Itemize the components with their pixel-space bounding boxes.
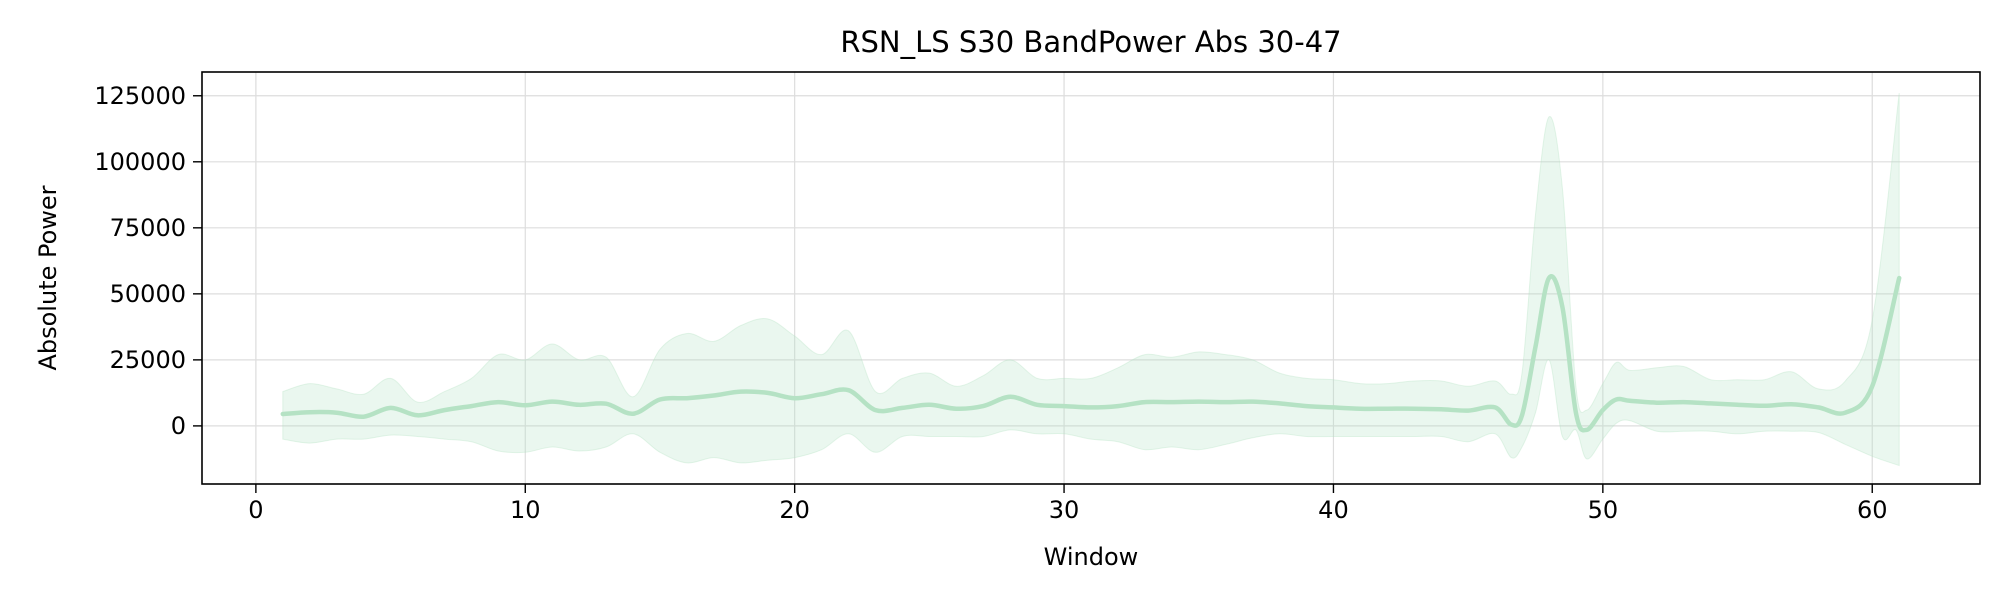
plot-frame [201, 71, 1981, 485]
x-axis-title: Window [1044, 543, 1139, 571]
x-tick-label: 20 [779, 496, 810, 524]
x-tick-label: 10 [510, 496, 541, 524]
line-layer [280, 274, 1902, 433]
x-tick-label: 60 [1857, 496, 1888, 524]
band-layer [282, 93, 1900, 467]
x-tick-label: 50 [1588, 496, 1619, 524]
confidence-band [282, 93, 1900, 467]
y-tick-label: 25000 [110, 346, 186, 374]
chart-title: RSN_LS S30 BandPower Abs 30-47 [840, 25, 1341, 59]
y-tick-label: 125000 [94, 82, 186, 110]
x-tick-label: 40 [1318, 496, 1349, 524]
tick-layer: 0 10 20 30 40 50 60 0 25000 50000 75000 100000 12500… [94, 82, 1887, 524]
x-tick-label: 0 [248, 496, 263, 524]
y-tick-label: 0 [171, 412, 186, 440]
y-tick-label: 100000 [94, 148, 186, 176]
y-tick-label: 75000 [110, 214, 186, 242]
y-axis-title: Absolute Power [34, 185, 62, 370]
series-line-mean [280, 274, 1902, 433]
y-tick-label: 50000 [110, 280, 186, 308]
grid-layer [202, 72, 1980, 484]
x-tick-label: 30 [1049, 496, 1080, 524]
